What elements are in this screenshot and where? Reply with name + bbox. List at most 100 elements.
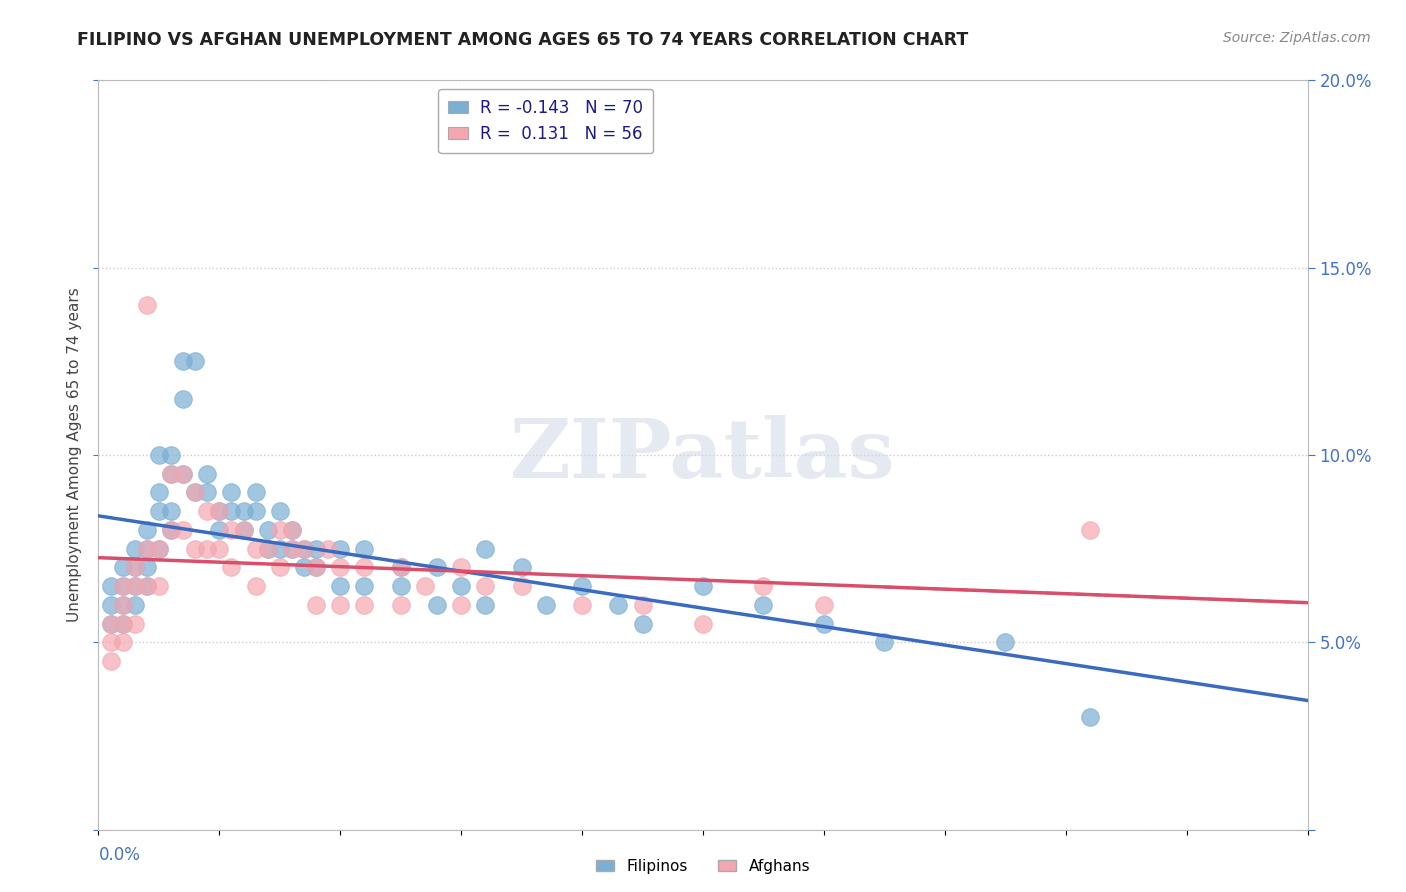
- Point: [752, 598, 775, 612]
- Point: [316, 541, 339, 556]
- Point: [692, 616, 714, 631]
- Point: [232, 504, 254, 518]
- Point: [148, 541, 170, 556]
- Point: [111, 579, 134, 593]
- Point: [135, 541, 157, 556]
- Point: [450, 560, 472, 574]
- Point: [124, 560, 146, 574]
- Point: [100, 654, 122, 668]
- Point: [221, 504, 243, 518]
- Point: [124, 579, 146, 593]
- Point: [607, 598, 630, 612]
- Point: [160, 467, 183, 481]
- Point: [256, 523, 278, 537]
- Point: [148, 541, 170, 556]
- Point: [124, 560, 146, 574]
- Point: [389, 579, 412, 593]
- Point: [631, 598, 654, 612]
- Point: [269, 523, 291, 537]
- Point: [184, 354, 207, 368]
- Point: [111, 598, 134, 612]
- Point: [413, 579, 436, 593]
- Point: [281, 523, 304, 537]
- Point: [245, 541, 267, 556]
- Point: [571, 598, 593, 612]
- Text: Source: ZipAtlas.com: Source: ZipAtlas.com: [1223, 31, 1371, 45]
- Point: [353, 579, 375, 593]
- Point: [208, 541, 231, 556]
- Legend: R = -0.143   N = 70, R =  0.131   N = 56: R = -0.143 N = 70, R = 0.131 N = 56: [439, 88, 654, 153]
- Text: FILIPINO VS AFGHAN UNEMPLOYMENT AMONG AGES 65 TO 74 YEARS CORRELATION CHART: FILIPINO VS AFGHAN UNEMPLOYMENT AMONG AG…: [77, 31, 969, 49]
- Point: [281, 541, 304, 556]
- Point: [135, 541, 157, 556]
- Point: [281, 523, 304, 537]
- Point: [353, 598, 375, 612]
- Text: ZIPatlas: ZIPatlas: [510, 415, 896, 495]
- Point: [426, 598, 449, 612]
- Point: [292, 541, 315, 556]
- Text: 0.0%: 0.0%: [98, 846, 141, 864]
- Point: [256, 541, 278, 556]
- Point: [292, 560, 315, 574]
- Point: [195, 541, 218, 556]
- Point: [172, 467, 194, 481]
- Point: [160, 523, 183, 537]
- Point: [510, 579, 533, 593]
- Point: [245, 504, 267, 518]
- Point: [474, 541, 496, 556]
- Point: [1078, 710, 1101, 724]
- Point: [195, 485, 218, 500]
- Point: [305, 560, 328, 574]
- Point: [873, 635, 896, 649]
- Point: [148, 579, 170, 593]
- Point: [135, 579, 157, 593]
- Point: [195, 504, 218, 518]
- Point: [305, 598, 328, 612]
- Point: [135, 579, 157, 593]
- Point: [353, 541, 375, 556]
- Point: [111, 616, 134, 631]
- Point: [269, 560, 291, 574]
- Point: [172, 354, 194, 368]
- Legend: Filipinos, Afghans: Filipinos, Afghans: [589, 853, 817, 880]
- Point: [184, 541, 207, 556]
- Point: [1078, 523, 1101, 537]
- Point: [426, 560, 449, 574]
- Point: [510, 560, 533, 574]
- Point: [160, 448, 183, 462]
- Point: [148, 504, 170, 518]
- Point: [389, 560, 412, 574]
- Point: [184, 485, 207, 500]
- Point: [534, 598, 557, 612]
- Point: [232, 523, 254, 537]
- Point: [124, 579, 146, 593]
- Point: [100, 635, 122, 649]
- Point: [111, 635, 134, 649]
- Point: [135, 523, 157, 537]
- Point: [281, 541, 304, 556]
- Point: [100, 579, 122, 593]
- Point: [631, 616, 654, 631]
- Point: [269, 504, 291, 518]
- Point: [245, 579, 267, 593]
- Point: [329, 579, 352, 593]
- Point: [256, 541, 278, 556]
- Point: [752, 579, 775, 593]
- Point: [245, 485, 267, 500]
- Point: [100, 616, 122, 631]
- Point: [184, 485, 207, 500]
- Point: [813, 598, 835, 612]
- Point: [389, 598, 412, 612]
- Point: [148, 448, 170, 462]
- Point: [994, 635, 1017, 649]
- Point: [305, 541, 328, 556]
- Point: [172, 467, 194, 481]
- Point: [450, 598, 472, 612]
- Point: [353, 560, 375, 574]
- Y-axis label: Unemployment Among Ages 65 to 74 years: Unemployment Among Ages 65 to 74 years: [67, 287, 83, 623]
- Point: [329, 598, 352, 612]
- Point: [124, 598, 146, 612]
- Point: [100, 616, 122, 631]
- Point: [450, 579, 472, 593]
- Point: [389, 560, 412, 574]
